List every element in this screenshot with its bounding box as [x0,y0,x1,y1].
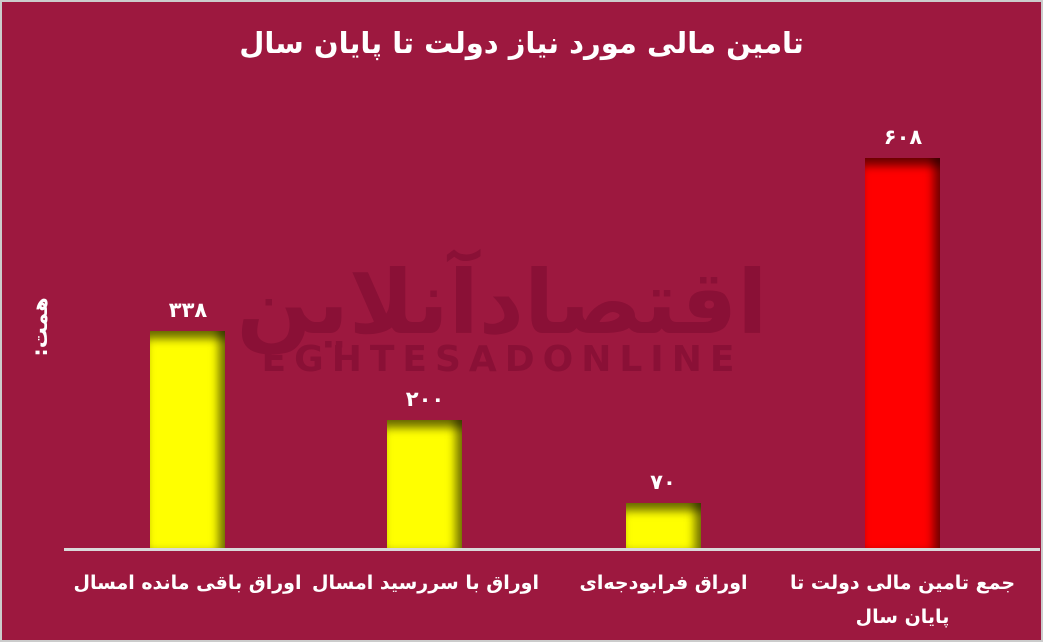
category-label-maturing-bonds: اوراق با سررسید امسال [312,572,539,594]
category-label-total-financing: جمع تامین مالی دولت تا پایان سال [789,572,1016,629]
bar-extrabudgetary-bonds [626,503,701,548]
bar-remaining-bonds [150,331,225,548]
y-axis-label: همت: [28,297,52,357]
bar-maturing-bonds [387,420,462,548]
bar-value-label-remaining-bonds: ۳۳۸ [168,298,208,322]
bar-value-label-extrabudgetary-bonds: ۷۰ [650,470,676,494]
category-label-extrabudgetary-bonds: اوراق فرابودجه‌ای [579,572,748,594]
bar-value-label-total-financing: ۶۰۸ [883,125,923,149]
bar-value-label-maturing-bonds: ۲۰۰ [405,387,445,411]
watermark-latin-logo: EGHTESADONLINE [261,339,743,381]
watermark-persian-logo: اقتصادآنلاین [236,251,768,354]
x-axis-line [64,548,1040,551]
category-label-remaining-bonds: اوراق باقی مانده امسال [73,572,302,594]
chart-title: تامین مالی مورد نیاز دولت تا پایان سال [239,26,804,60]
watermark: اقتصادآنلاین EGHTESADONLINE [172,252,832,380]
bar-total-financing [865,158,940,548]
